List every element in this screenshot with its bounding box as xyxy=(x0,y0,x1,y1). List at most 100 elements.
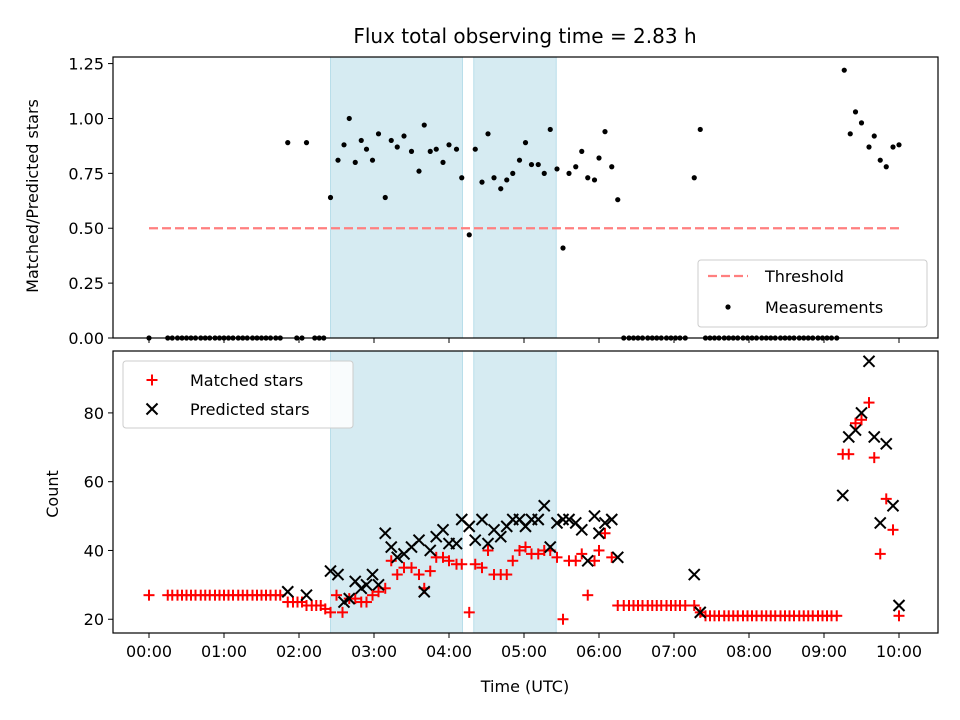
matched-star-point xyxy=(606,551,618,563)
measurement-point xyxy=(466,232,472,238)
legend-matched-label: Matched stars xyxy=(190,371,303,390)
matched-star-point xyxy=(143,589,155,601)
predicted-star-point xyxy=(611,551,624,564)
measurement-point xyxy=(691,175,697,181)
x-tick-label: 03:00 xyxy=(351,642,397,661)
matched-star-point xyxy=(514,544,525,556)
predicted-star-point xyxy=(849,423,862,437)
matched-star-point xyxy=(463,606,475,618)
measurement-point xyxy=(440,159,446,165)
predicted-star-point xyxy=(592,527,606,540)
measurement-point xyxy=(446,142,452,148)
predicted-star-point xyxy=(324,564,337,578)
measurement-point xyxy=(541,170,547,176)
matched-star-point xyxy=(582,589,594,601)
matched-star-point xyxy=(443,555,455,567)
legend-box xyxy=(122,360,354,429)
matched-star-point xyxy=(557,613,569,625)
legend-predicted-label: Predicted stars xyxy=(190,400,310,419)
y-tick-label: 1.00 xyxy=(68,109,104,128)
matched-star-point xyxy=(576,548,588,560)
predicted-star-point xyxy=(450,537,463,550)
predicted-star-point xyxy=(562,513,576,526)
predicted-star-point xyxy=(880,437,893,451)
measurement-point xyxy=(852,109,859,115)
matched-star-point xyxy=(589,555,600,567)
matched-star-point xyxy=(367,589,378,601)
measurement-point xyxy=(335,157,341,163)
axes-frame xyxy=(112,56,939,339)
predicted-star-point xyxy=(874,516,887,530)
predicted-star-point xyxy=(688,568,701,581)
measurement-point xyxy=(871,133,877,139)
predicted-star-point xyxy=(360,578,373,592)
measurement-point xyxy=(579,148,585,154)
measurement-point xyxy=(841,67,847,73)
x-tick-label: 00:00 xyxy=(126,642,172,661)
matched-star-point xyxy=(893,610,905,622)
measurement-point xyxy=(485,131,491,137)
x-tick-label: 09:00 xyxy=(801,642,847,661)
predicted-star-point xyxy=(391,551,404,564)
x-tick-label: 06:00 xyxy=(576,642,622,661)
top-panel: 0.00 0.25 0.50 0.75 1.00 1.25 Threshold Measure… xyxy=(68,55,939,348)
x-tick-label: 05:00 xyxy=(501,642,547,661)
predicted-star-point xyxy=(281,585,294,598)
predicted-star-point xyxy=(343,592,356,605)
measurement-point xyxy=(401,133,407,139)
predicted-star-point xyxy=(836,489,849,502)
matched-star-point xyxy=(373,586,384,598)
legend-measurements-swatch xyxy=(725,304,731,310)
measurement-point xyxy=(433,146,439,152)
legend-box xyxy=(697,259,928,328)
predicted-star-point xyxy=(532,513,545,526)
measurement-point xyxy=(394,144,400,150)
x-tick-label: 10:00 xyxy=(876,642,922,661)
predicted-star-point xyxy=(300,588,313,602)
shaded-interval xyxy=(473,350,557,634)
x-tick-label: 01:00 xyxy=(201,642,247,661)
measurement-point xyxy=(596,155,602,161)
matched-star-point xyxy=(325,606,336,618)
y-tick-label: 0.00 xyxy=(68,329,104,348)
measurement-point xyxy=(890,144,896,150)
measurement-point xyxy=(602,129,608,135)
measurement-point xyxy=(591,177,598,183)
x-tick-label: 08:00 xyxy=(726,642,772,661)
predicted-star-point xyxy=(855,406,868,420)
matched-star-point xyxy=(476,562,488,574)
y-tick-label: 40 xyxy=(84,541,104,560)
measurement-point xyxy=(896,142,902,148)
measurement-point xyxy=(382,194,388,201)
measurement-point xyxy=(427,148,433,154)
measurement-point xyxy=(341,142,347,148)
predicted-star-point xyxy=(424,544,437,557)
y-tick-label: 80 xyxy=(84,404,104,423)
matched-star-point xyxy=(831,610,843,622)
predicted-star-point xyxy=(463,520,476,533)
predicted-star-point xyxy=(481,537,495,550)
predicted-star-point xyxy=(366,568,379,581)
predicted-star-point xyxy=(544,540,557,554)
x-tick-label: 07:00 xyxy=(651,642,697,661)
predicted-star-point xyxy=(581,554,594,567)
bottom-panel: 00:00 01:00 02:00 03:00 04:00 05:00 06:00 07:00… xyxy=(84,350,939,661)
measurement-point xyxy=(369,157,376,163)
measurement-point xyxy=(285,140,291,146)
measurement-point xyxy=(416,168,422,174)
measurement-point xyxy=(303,140,310,146)
measurement-point xyxy=(535,161,541,168)
matched-star-point xyxy=(551,551,563,563)
measurement-point xyxy=(858,120,865,126)
legend-threshold-label: Threshold xyxy=(764,267,844,286)
measurement-point xyxy=(554,166,560,172)
measurement-point xyxy=(472,146,478,152)
measurement-point xyxy=(566,170,572,176)
measurement-point xyxy=(615,197,621,203)
predicted-star-point xyxy=(886,499,900,512)
measurement-point xyxy=(408,148,415,154)
matched-star-point xyxy=(887,524,899,536)
x-axis-label: Time (UTC) xyxy=(480,677,569,696)
predicted-star-point xyxy=(331,568,345,581)
